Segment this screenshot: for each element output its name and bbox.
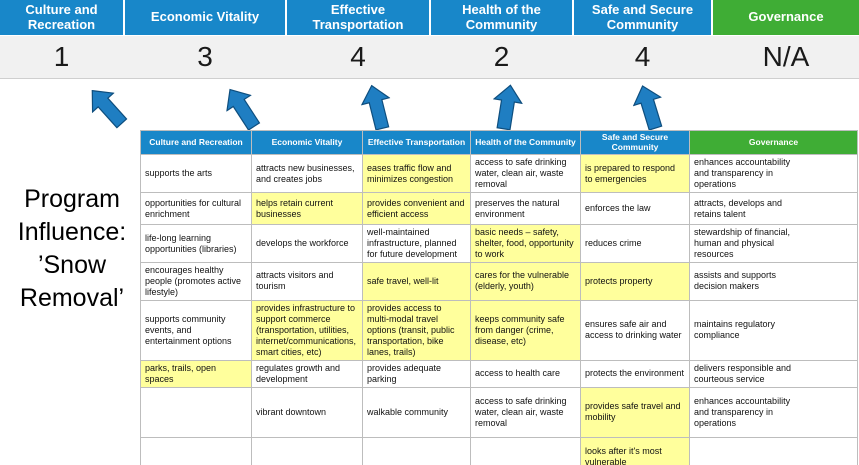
matrix-header-row: Culture and Recreation Economic Vitality… <box>140 130 858 155</box>
matrix-header-governance: Governance <box>689 130 858 155</box>
influence-arrow-3 <box>357 81 397 133</box>
matrix-cell: attracts, develops and retains talent <box>689 192 858 225</box>
matrix-cell: well-maintained infrastructure, planned … <box>362 224 471 263</box>
category-header-band: Culture and Recreation Economic Vitality… <box>0 0 859 35</box>
matrix-row: looks after it's most vulnerable <box>140 436 858 465</box>
category-tile-effective-transportation: Effective Transportation <box>287 0 429 35</box>
matrix-cell: preserves the natural environment <box>470 192 581 225</box>
influence-arrow-2 <box>217 81 267 136</box>
category-label: Effective Transportation <box>312 1 404 32</box>
category-tile-safe-and-secure-community: Safe and Secure Community <box>574 0 711 35</box>
matrix-row: vibrant downtown walkable community acce… <box>140 386 858 438</box>
matrix-cell: stewardship of financial, human and phys… <box>689 224 858 263</box>
matrix-cell: opportunities for cultural enrichment <box>140 192 252 225</box>
program-title: Program Influence: ’Snow Removal’ <box>17 185 127 312</box>
matrix-cell: access to safe drinking water, clean air… <box>470 386 581 438</box>
matrix-cell: develops the workforce <box>251 224 363 263</box>
up-arrow-icon <box>226 88 261 131</box>
matrix-header-culture-and-recreation: Culture and Recreation <box>140 130 252 155</box>
matrix-cell: life-long learning opportunities (librar… <box>140 224 252 263</box>
matrix-cell: protects property <box>580 262 690 301</box>
influence-arrow-1 <box>80 80 133 134</box>
matrix-cell: supports community events, and entertain… <box>140 299 252 361</box>
matrix-cell: provides safe travel and mobility <box>580 386 690 438</box>
matrix-cell <box>470 436 581 465</box>
score-culture-and-recreation: 1 <box>53 41 70 72</box>
matrix-cell: safe travel, well-lit <box>362 262 471 301</box>
influence-arrow-5 <box>628 81 670 134</box>
matrix-cell: keeps community safe from danger (crime,… <box>470 299 581 361</box>
matrix-header-economic-vitality: Economic Vitality <box>251 130 363 155</box>
category-label: Health of the Community <box>462 1 541 32</box>
matrix-cell: enhances accountability and transparency… <box>689 386 858 438</box>
matrix-cell <box>140 386 252 438</box>
score-safe-and-secure-community: 4 <box>634 41 651 72</box>
matrix-row: parks, trails, open spaces regulates gro… <box>140 359 858 388</box>
matrix-row: supports community events, and entertain… <box>140 299 858 361</box>
matrix-cell <box>251 436 363 465</box>
category-label: Economic Vitality <box>150 9 260 25</box>
matrix-cell: enhances accountability and transparency… <box>689 154 858 193</box>
category-tile-culture-and-recreation: Culture and Recreation <box>0 0 123 35</box>
matrix-cell: provides adequate parking <box>362 359 471 388</box>
matrix-header-health-of-the-community: Health of the Community <box>470 130 581 155</box>
matrix-row: life-long learning opportunities (librar… <box>140 224 858 263</box>
category-tile-economic-vitality: Economic Vitality <box>125 0 285 35</box>
matrix-cell: attracts new businesses, and creates job… <box>251 154 363 193</box>
category-tile-governance: Governance <box>713 0 859 35</box>
category-label: Safe and Secure Community <box>591 1 694 32</box>
matrix-cell: ensures safe air and access to drinking … <box>580 299 690 361</box>
category-tile-health-of-the-community: Health of the Community <box>431 0 572 35</box>
matrix-cell: attracts visitors and tourism <box>251 262 363 301</box>
matrix-cell <box>362 436 471 465</box>
matrix-cell: is prepared to respond to emergencies <box>580 154 690 193</box>
matrix-row: opportunities for cultural enrichment he… <box>140 192 858 225</box>
matrix-cell: access to safe drinking water, clean air… <box>470 154 581 193</box>
score-effective-transportation: 4 <box>350 41 366 72</box>
matrix-cell: provides access to multi-modal travel op… <box>362 299 471 361</box>
score-governance: N/A <box>762 41 810 72</box>
category-label: Culture and Recreation <box>25 1 98 32</box>
matrix-cell: cares for the vulnerable (elderly, youth… <box>470 262 581 301</box>
matrix-row: encourages healthy people (promotes acti… <box>140 262 858 301</box>
matrix-cell: reduces crime <box>580 224 690 263</box>
matrix-cell <box>689 436 858 465</box>
matrix-cell: basic needs – safety, shelter, food, opp… <box>470 224 581 263</box>
matrix-cell: enforces the law <box>580 192 690 225</box>
matrix-cell: delivers responsible and courteous servi… <box>689 359 858 388</box>
category-label: Governance <box>748 9 824 25</box>
matrix-cell: eases traffic flow and minimizes congest… <box>362 154 471 193</box>
matrix-cell: looks after it's most vulnerable <box>580 436 690 465</box>
matrix-header-effective-transportation: Effective Transportation <box>362 130 471 155</box>
up-arrow-icon <box>632 85 663 131</box>
matrix-cell: helps retain current businesses <box>251 192 363 225</box>
matrix-cell: parks, trails, open spaces <box>140 359 252 388</box>
matrix-cell <box>140 436 252 465</box>
matrix-cell: regulates growth and development <box>251 359 363 388</box>
up-arrow-icon <box>91 89 128 129</box>
matrix-cell: maintains regulatory compliance <box>689 299 858 361</box>
up-arrow-icon <box>492 84 523 131</box>
score-band: 1 3 4 2 4 N/A <box>0 36 859 79</box>
matrix-header-safe-and-secure-community: Safe and Secure Community <box>580 130 690 155</box>
matrix-cell: assists and supports decision makers <box>689 262 858 301</box>
matrix-cell: provides convenient and efficient access <box>362 192 471 225</box>
influence-matrix: Culture and Recreation Economic Vitality… <box>140 130 858 465</box>
matrix-cell: access to health care <box>470 359 581 388</box>
matrix-row: supports the arts attracts new businesse… <box>140 154 858 193</box>
matrix-cell: supports the arts <box>140 154 252 193</box>
score-health-of-the-community: 2 <box>493 41 510 72</box>
influence-arrow-4 <box>489 82 526 132</box>
matrix-cell: provides infrastructure to support comme… <box>251 299 363 361</box>
matrix-cell: walkable community <box>362 386 471 438</box>
matrix-cell: vibrant downtown <box>251 386 363 438</box>
matrix-cell: protects the environment <box>580 359 690 388</box>
matrix-cell: encourages healthy people (promotes acti… <box>140 262 252 301</box>
score-economic-vitality: 3 <box>197 41 213 72</box>
up-arrow-icon <box>360 84 391 131</box>
